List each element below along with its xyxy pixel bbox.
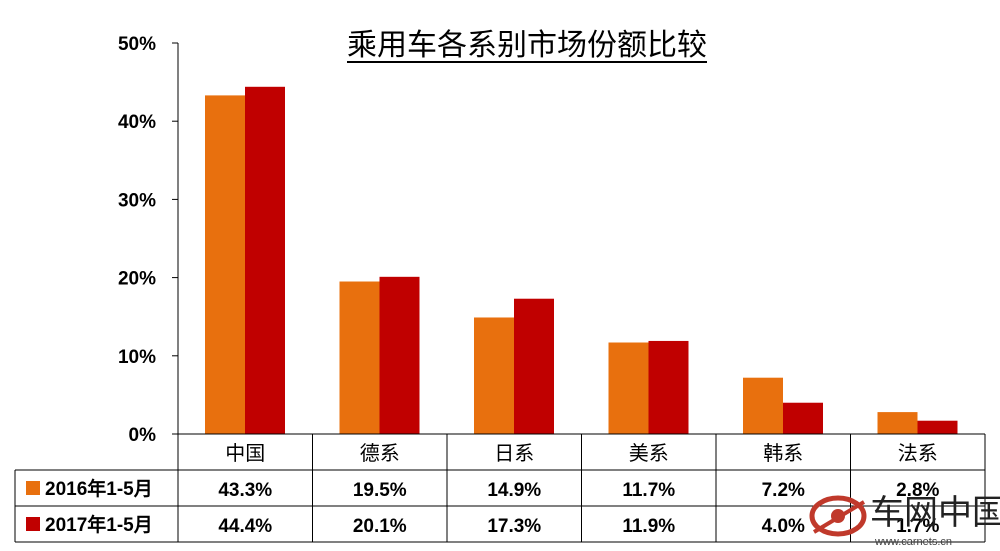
watermark-brand: 车网中国	[870, 493, 1000, 533]
data-label: 2.8%	[896, 480, 939, 501]
bar-2-3	[514, 298, 554, 434]
legend-swatch	[26, 517, 40, 531]
data-label: 11.9%	[622, 516, 675, 537]
category-label: 法系	[898, 441, 938, 465]
y-tick-label: 50%	[118, 34, 156, 55]
bar-1-1	[205, 95, 245, 435]
data-label: 43.3%	[218, 480, 272, 501]
bar-1-4	[608, 342, 649, 434]
bar-1-6	[877, 412, 918, 434]
legend-label: 2017年1-5月	[45, 513, 153, 536]
category-label: 韩系	[763, 441, 803, 465]
data-label: 11.7%	[622, 480, 675, 501]
bar-2-5	[783, 402, 823, 434]
category-label: 美系	[629, 441, 669, 465]
data-label: 14.9%	[487, 480, 541, 501]
bar-2-2	[379, 276, 420, 434]
y-tick-label: 0%	[129, 425, 157, 446]
y-tick-label: 30%	[118, 190, 156, 211]
bar-2-4	[648, 340, 689, 434]
data-label: 7.2%	[762, 480, 805, 501]
bar-2-1	[245, 86, 285, 435]
bars	[205, 86, 958, 435]
watermark-url: www.carnets.cn	[874, 536, 952, 548]
data-label: 1.7%	[896, 516, 939, 537]
bar-2-6	[917, 420, 958, 434]
bar-1-2	[339, 281, 380, 434]
data-label: 17.3%	[487, 516, 541, 537]
watermark-logo-icon	[809, 495, 867, 537]
legend-label: 2016年1-5月	[45, 477, 153, 500]
data-label: 20.1%	[353, 516, 407, 537]
data-label: 4.0%	[762, 516, 805, 537]
data-table: 中国 德系 日系 美系 韩系 法系 2016年1-5月 43.3% 19.5% 14.9% 11.7…	[14, 433, 986, 543]
y-tick-label: 20%	[118, 269, 156, 290]
bar-1-3	[474, 317, 514, 434]
category-label: 德系	[360, 441, 400, 465]
bar-1-5	[743, 377, 783, 434]
watermark: 车网中国 www.carnets.cn	[809, 493, 1000, 548]
chart-title: 乘用车各系别市场份额比较	[347, 28, 707, 63]
axes: 0% 10% 20% 30% 40% 50%	[118, 34, 179, 446]
data-label: 44.4%	[218, 516, 272, 537]
y-tick-label: 40%	[118, 112, 156, 133]
y-tick-label: 10%	[118, 347, 156, 368]
category-label: 中国	[225, 441, 265, 465]
data-label: 19.5%	[353, 480, 407, 501]
category-label: 日系	[494, 441, 534, 465]
legend-swatch	[26, 481, 40, 495]
